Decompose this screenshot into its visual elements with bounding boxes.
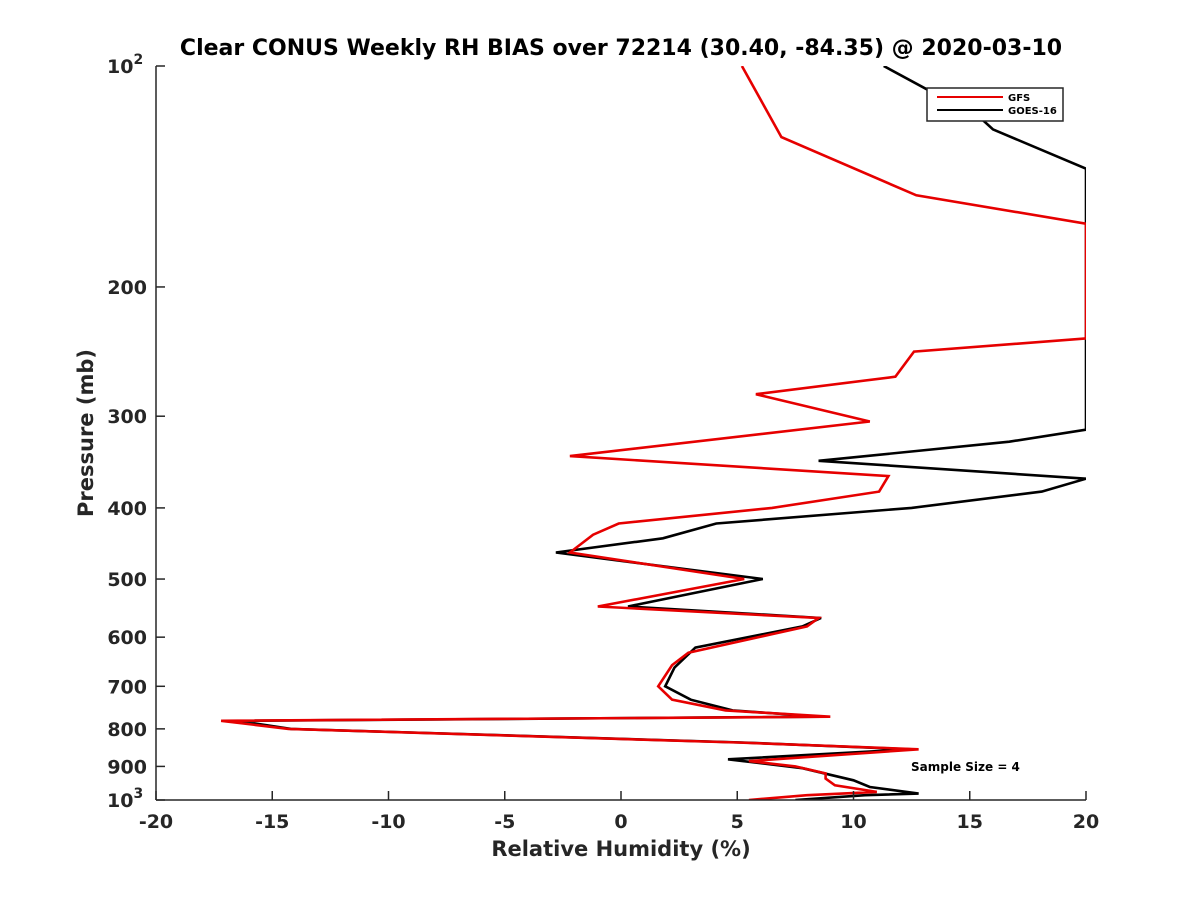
legend: GFS GOES-16 [926, 87, 1064, 122]
x-tick-label: -5 [494, 811, 515, 833]
y-tick-labels: 102 200 300 400 500 600 700 800 900 103 [107, 52, 147, 812]
y-tick-label: 800 [107, 719, 147, 741]
series-layer [220, 66, 1086, 800]
y-tick-label: 102 [107, 52, 143, 78]
x-tick-label: 5 [731, 811, 744, 833]
x-tick-label: -10 [371, 811, 405, 833]
legend-box [926, 87, 1064, 122]
x-axis-label: Relative Humidity (%) [491, 837, 750, 861]
plot-area [156, 66, 1086, 800]
x-tick-label: 15 [957, 811, 983, 833]
y-axis-label: Pressure (mb) [74, 349, 98, 517]
y-tick-label: 400 [107, 498, 147, 520]
y-tick-label: 300 [107, 406, 147, 428]
x-tick-label: -20 [139, 811, 173, 833]
y-tick-label: 103 [107, 786, 143, 812]
y-tick-label: 200 [107, 277, 147, 299]
sample-size-annotation: Sample Size = 4 [911, 760, 1020, 774]
x-tick-label: 10 [840, 811, 866, 833]
series-line-gfs [220, 66, 1086, 800]
y-tick-label: 500 [107, 569, 147, 591]
axes-layer [155, 65, 1087, 801]
legend-label-goes16: GOES-16 [1008, 106, 1057, 117]
y-tick-label: 900 [107, 756, 147, 778]
y-tick-label: 700 [107, 676, 147, 698]
legend-label-gfs: GFS [1008, 93, 1030, 104]
x-tick-labels: -20 -15 -10 -5 0 5 10 15 20 [139, 811, 1099, 833]
x-tick-label: -15 [255, 811, 289, 833]
y-tick-label: 600 [107, 627, 147, 649]
chart-title: Clear CONUS Weekly RH BIAS over 72214 (3… [180, 36, 1062, 61]
x-tick-label: 20 [1073, 811, 1099, 833]
x-tick-label: 0 [614, 811, 627, 833]
